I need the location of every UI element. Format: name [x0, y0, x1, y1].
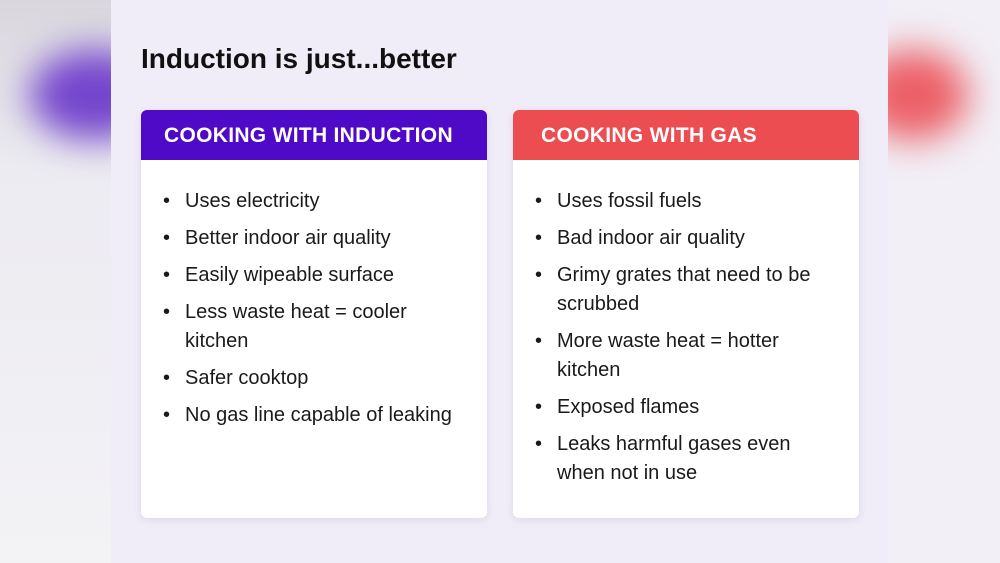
list-item: • Uses fossil fuels: [535, 190, 702, 212]
list-item: • Leaks harmful gases even when not in us…: [535, 433, 791, 484]
blurred-background-left: [0, 0, 111, 563]
induction-header: COOKING WITH INDUCTION: [141, 110, 487, 160]
list-item: • Uses electricity: [163, 190, 320, 212]
list-item: • Bad indoor air quality: [535, 227, 745, 249]
list-item: • More waste heat = hotter kitchen: [535, 330, 779, 381]
induction-card: COOKING WITH INDUCTION • Uses electricity…: [141, 110, 487, 518]
list-item: • Better indoor air quality: [163, 227, 391, 249]
list-item: • Less waste heat = cooler kitchen: [163, 301, 407, 352]
list-item: • Exposed flames: [535, 396, 700, 418]
blurred-background-right: [888, 0, 1000, 563]
gas-card: COOKING WITH GAS • Uses fossil fuels • Bad…: [513, 110, 859, 518]
slide: Induction is just...better COOKING WITH …: [111, 0, 888, 563]
list-item: • No gas line capable of leaking: [163, 404, 452, 426]
list-item: • Safer cooktop: [163, 367, 309, 389]
gas-list: • Uses fossil fuels • Bad indoor air quali…: [513, 160, 859, 488]
induction-list: • Uses electricity • Better indoor air qua…: [141, 160, 487, 430]
list-item: • Grimy grates that need to be scrubbed: [535, 264, 811, 315]
slide-title: Induction is just...better: [141, 43, 457, 74]
list-item: • Easily wipeable surface: [163, 264, 394, 286]
gas-header: COOKING WITH GAS: [513, 110, 859, 160]
